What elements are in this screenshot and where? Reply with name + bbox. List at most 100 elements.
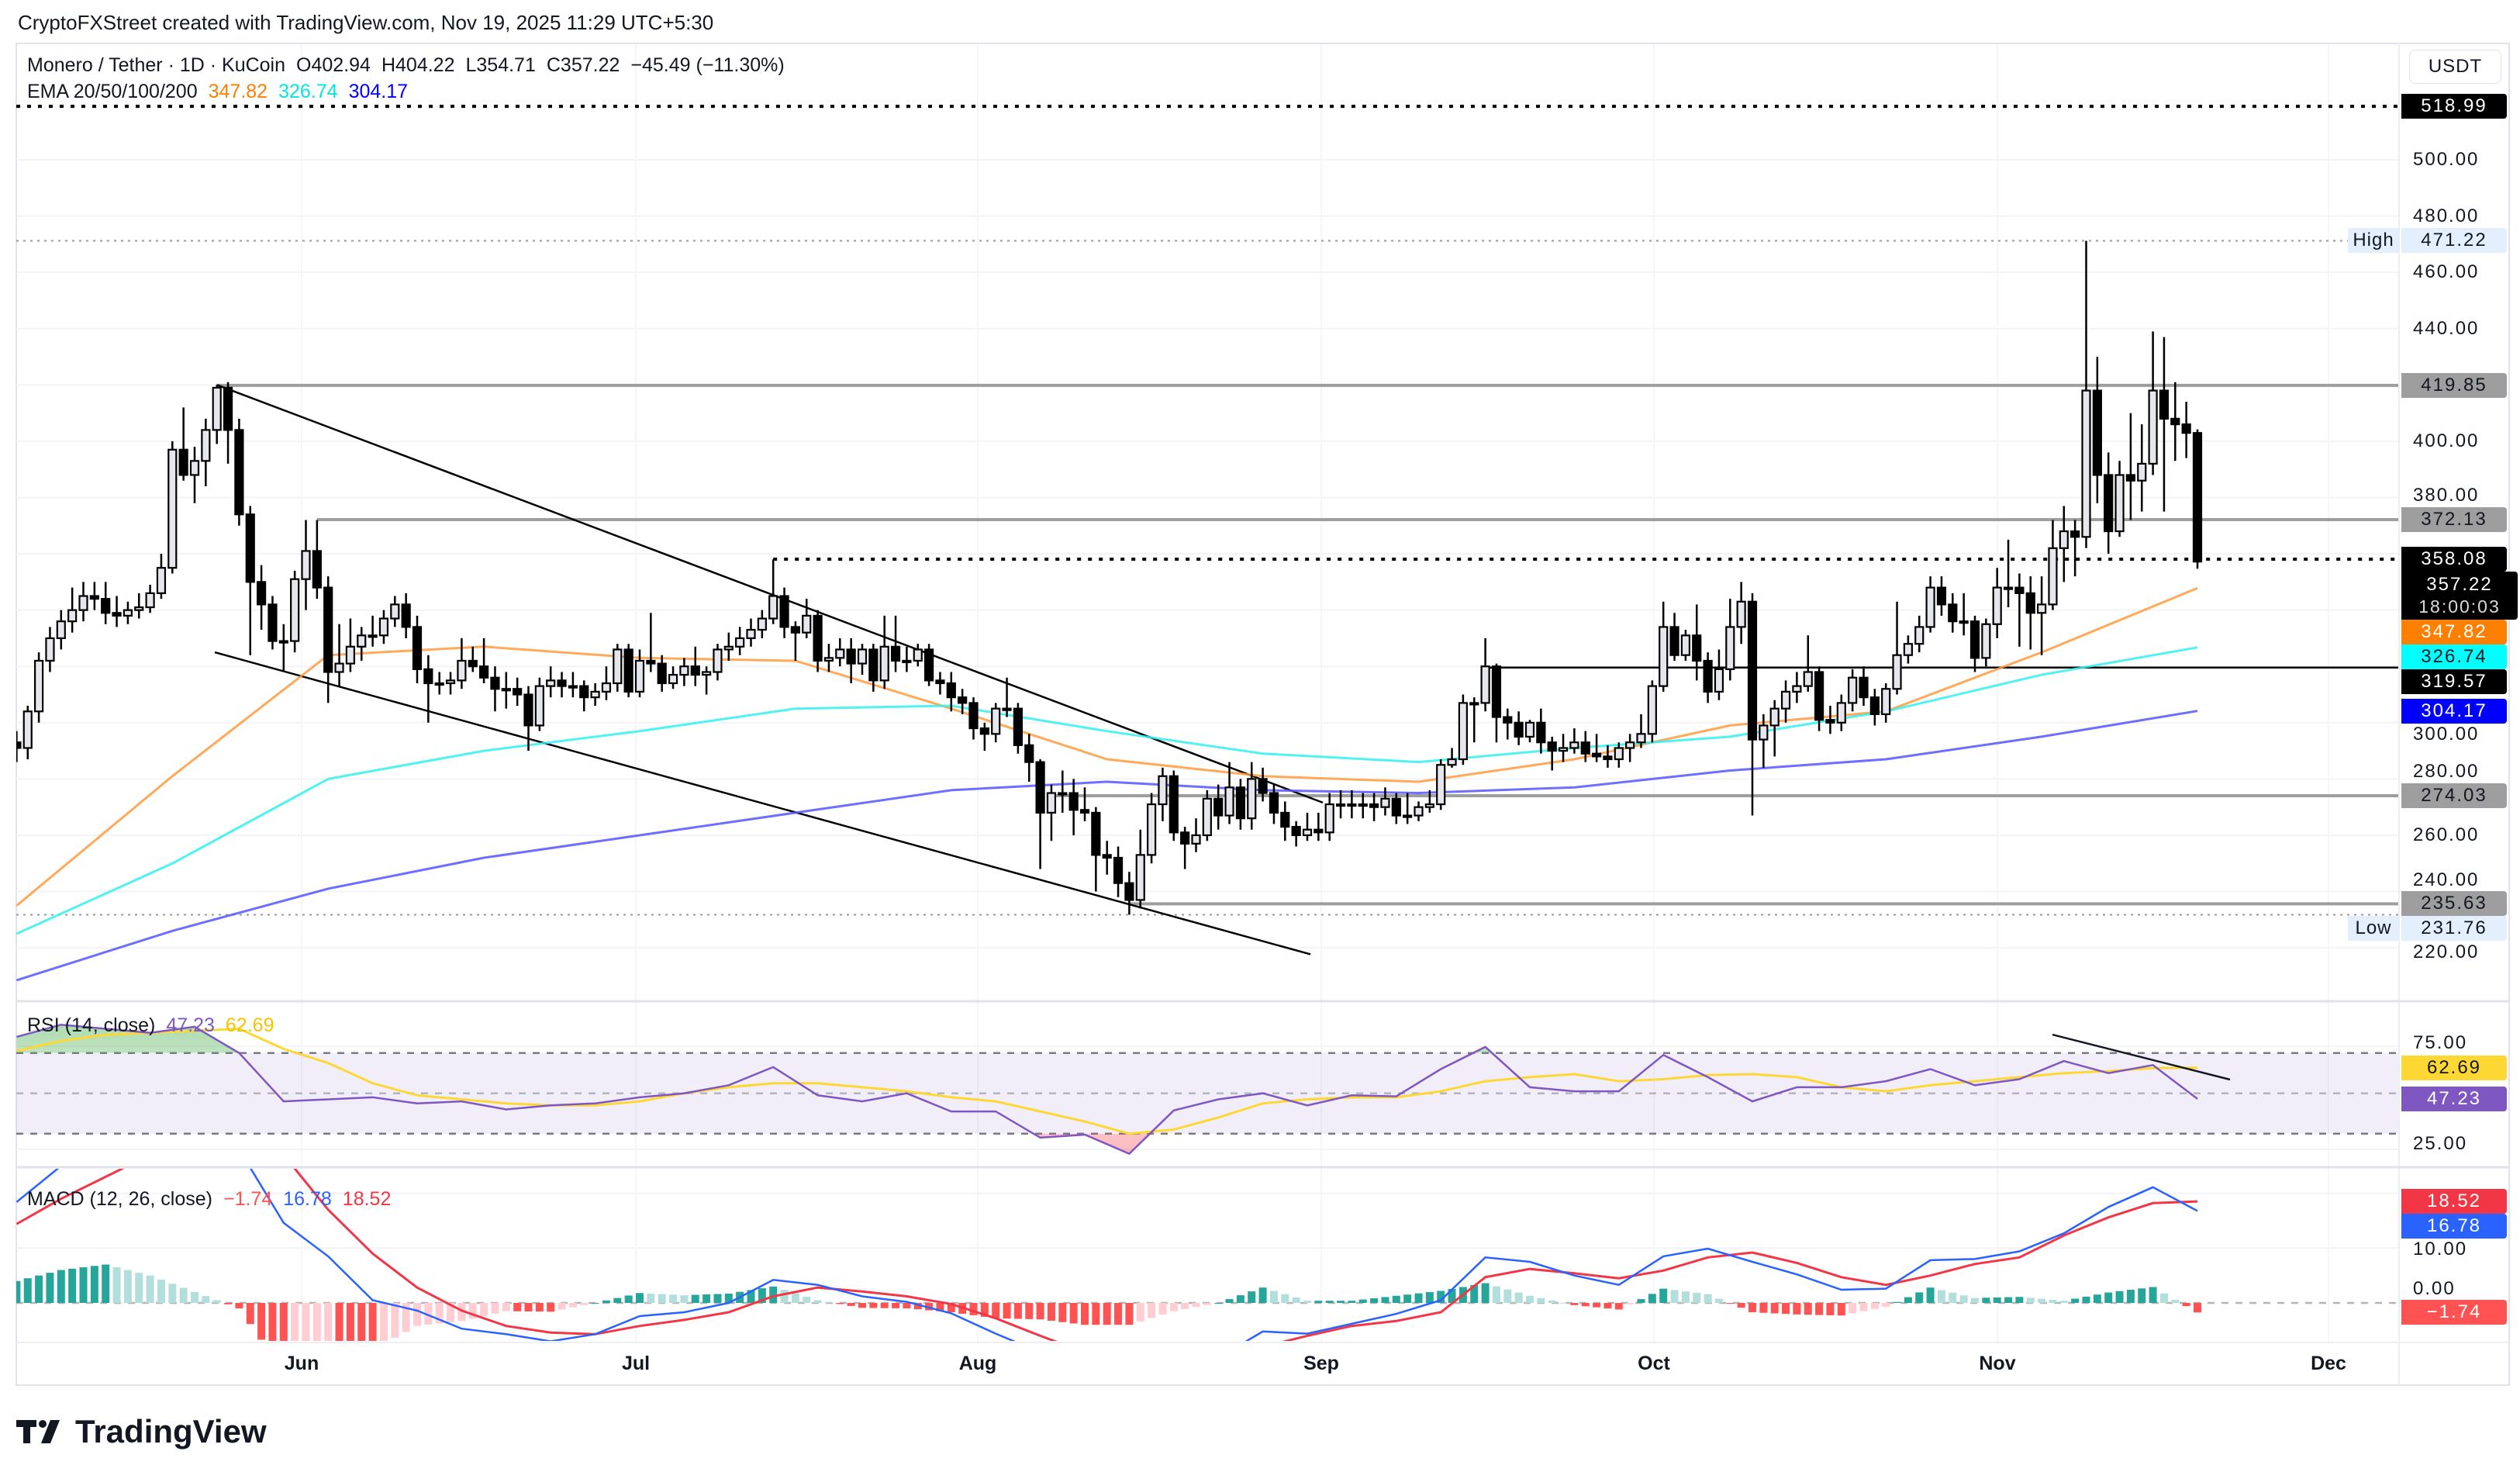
macd-histogram-bar (1726, 1303, 1735, 1304)
candle-body (101, 598, 111, 614)
candle-body (16, 741, 22, 749)
rsi-tick-label: 75.00 (2413, 1031, 2468, 1053)
macd-histogram-bar (758, 1288, 766, 1303)
candle (1514, 711, 1524, 745)
candle (513, 677, 523, 707)
candle-body (657, 662, 667, 685)
candle (790, 621, 801, 661)
macd-hist-value: −1.74 (223, 1188, 273, 1210)
macd-histogram-bar (502, 1303, 510, 1311)
candle (1903, 635, 1913, 664)
macd-histogram-bar (268, 1303, 277, 1341)
candle-body (357, 634, 367, 648)
rsi-legend[interactable]: RSI (14, close) 47.23 62.69 (27, 1014, 274, 1037)
macd-signal-line (16, 1169, 2198, 1341)
tag-value: 319.57 (2421, 671, 2487, 693)
macd-histogram-bar (1392, 1295, 1400, 1303)
macd-histogram-bar (1770, 1303, 1779, 1314)
tradingview-logo[interactable]: TradingView (16, 1413, 267, 1450)
tag-value: 358.08 (2421, 548, 2487, 570)
candle-body (713, 648, 723, 673)
candle (2059, 506, 2069, 582)
candle (1491, 663, 1502, 743)
candle (1636, 714, 1646, 748)
macd-histogram-bar (558, 1303, 566, 1310)
macd-histogram-bar (1659, 1288, 1668, 1303)
macd-histogram-bar (824, 1301, 833, 1303)
macd-histogram-bar (602, 1300, 610, 1303)
ema-line-0 (16, 586, 2198, 907)
candle-body (1892, 654, 1902, 690)
candle (2025, 576, 2035, 650)
macd-histogram-bar (613, 1298, 622, 1303)
candle-body (390, 603, 400, 620)
candle (523, 686, 533, 752)
candle-body (1948, 603, 1958, 623)
candle-body (1035, 761, 1045, 814)
candle-body (1380, 797, 1390, 808)
candle-body (278, 640, 288, 644)
candle-body (1747, 600, 1758, 741)
candle-body (33, 659, 44, 713)
macd-histogram-bar (747, 1290, 755, 1303)
ema-title[interactable]: EMA 20/50/100/200 (27, 81, 198, 102)
rsi-pane[interactable] (16, 1024, 2399, 1156)
macd-histogram-bar (246, 1303, 254, 1325)
candle (178, 407, 188, 481)
macd-pane[interactable] (12, 1128, 2399, 1385)
ema-legend[interactable]: EMA 20/50/100/200 347.82 326.74 304.17 (27, 81, 408, 103)
symbol-legend[interactable]: Monero / Tether · 1D · KuCoin O402.94 H4… (27, 54, 785, 77)
price-pane[interactable] (12, 105, 2399, 982)
candle-body (1024, 744, 1034, 763)
currency-button[interactable]: USDT (2409, 50, 2501, 84)
candle (1814, 666, 1824, 731)
candle-body (45, 637, 55, 662)
macd-histogram-bar (580, 1303, 589, 1305)
price-tag-31957: 319.57 (2401, 669, 2507, 695)
candle (401, 593, 411, 638)
candle-body (457, 659, 467, 682)
macd-histogram-bar (480, 1303, 488, 1316)
candle-body (67, 609, 78, 623)
candle (879, 615, 889, 689)
candle (1324, 793, 1334, 841)
candle (312, 520, 322, 600)
macd-histogram-bar (2082, 1296, 2090, 1303)
macd-histogram-bar (2149, 1287, 2157, 1303)
candle (935, 672, 945, 695)
candle-body (1102, 854, 1112, 859)
macd-legend[interactable]: MACD (12, 26, close) −1.74 16.78 18.52 (27, 1188, 391, 1211)
macd-histogram-bar (992, 1303, 1000, 1318)
candle-body (1269, 792, 1279, 814)
candle-body (613, 648, 623, 685)
macd-histogram-bar (1959, 1295, 1968, 1303)
macd-histogram-bar (1481, 1283, 1490, 1303)
candle-body (1769, 707, 1780, 727)
macd-title[interactable]: MACD (12, 26, close) (27, 1188, 212, 1210)
candle (991, 703, 1001, 743)
candle-body (790, 626, 801, 634)
candle-body (423, 668, 433, 685)
candle-body (468, 659, 478, 668)
candle-body (757, 617, 767, 631)
candle-body (690, 665, 700, 676)
tag-value: −1.74 (2426, 1301, 2482, 1323)
macd-histogram-bar (212, 1300, 221, 1303)
candle (2181, 402, 2191, 458)
time-label-dec: Dec (2311, 1353, 2346, 1374)
candle (1780, 680, 1791, 723)
macd-histogram-bar (547, 1303, 555, 1312)
macd-histogram-bar (424, 1303, 433, 1325)
candle (1258, 767, 1268, 802)
time-label-jul: Jul (621, 1353, 651, 1374)
trendline-lower (214, 651, 1311, 955)
price-tag-30417: 304.17 (2401, 698, 2507, 724)
macd-histogram-bar (1837, 1303, 1845, 1316)
rsi-title[interactable]: RSI (14, close) (27, 1014, 156, 1036)
rsi-tick-label: 25.00 (2413, 1132, 2468, 1154)
candle-body (513, 688, 523, 696)
candle (22, 706, 33, 759)
symbol-title[interactable]: Monero / Tether · 1D · KuCoin (27, 54, 286, 76)
macd-histogram-bar (16, 1280, 21, 1303)
